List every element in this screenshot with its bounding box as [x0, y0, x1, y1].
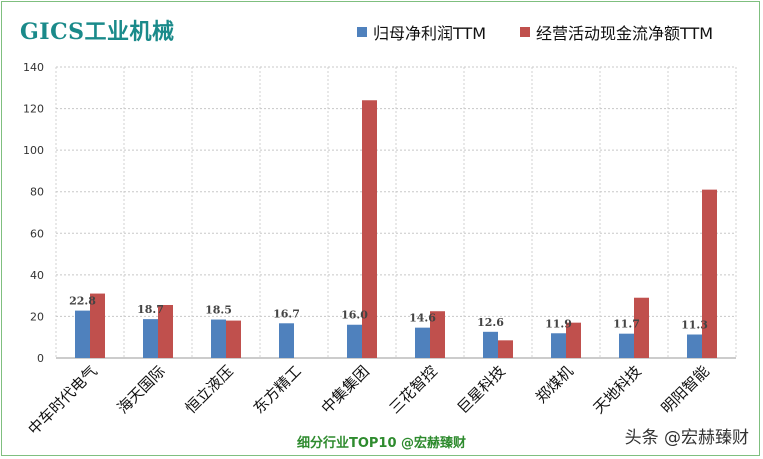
footer-caption: 细分行业TOP10 @宏赫臻财 [296, 436, 467, 451]
bar-net-profit [279, 323, 294, 358]
legend-label-net-profit: 归母净利润TTM [373, 24, 487, 43]
bar-net-profit [483, 331, 498, 358]
data-label-net-profit: 12.6 [477, 316, 504, 329]
bar-net-profit [687, 334, 702, 358]
data-label-net-profit: 18.5 [205, 304, 232, 317]
y-tick-label: 140 [23, 61, 44, 74]
x-tick-label: 郑煤机 [532, 362, 577, 407]
bar-net-profit [75, 310, 90, 358]
x-tick-label: 东方精工 [250, 362, 305, 417]
y-tick-label: 0 [37, 352, 44, 365]
x-tick-label: 中集集团 [318, 362, 373, 417]
data-label-net-profit: 11.9 [545, 317, 572, 330]
data-label-net-profit: 16.7 [273, 307, 300, 320]
legend-swatch-cash-flow [520, 27, 530, 37]
watermark: 头条 @宏赫臻财 [624, 428, 749, 448]
bar-cash-flow [702, 189, 717, 358]
x-tick-label: 明阳智能 [658, 362, 713, 417]
x-tick-label: 天地科技 [590, 362, 645, 417]
legend-item-net-profit: 归母净利润TTM [357, 20, 486, 44]
x-tick-label: 海天国际 [114, 362, 169, 417]
x-tick-label: 巨星科技 [454, 362, 509, 417]
y-tick-label: 120 [23, 103, 44, 116]
data-label-net-profit: 22.8 [69, 295, 96, 308]
data-label-net-profit: 14.6 [409, 312, 436, 325]
y-tick-label: 40 [30, 269, 44, 282]
bar-cash-flow [226, 320, 241, 358]
legend-swatch-net-profit [357, 27, 367, 37]
x-tick-label: 恒立液压 [182, 362, 237, 417]
chart-title: GICS工业机械 [20, 19, 175, 45]
bar-net-profit [619, 333, 634, 358]
bar-cash-flow [158, 304, 173, 358]
bar-net-profit [347, 324, 362, 358]
data-label-net-profit: 11.7 [613, 318, 640, 331]
bar-cash-flow [362, 100, 377, 358]
y-tick-label: 20 [30, 310, 44, 323]
bar-cash-flow [634, 297, 649, 358]
bar-cash-flow [498, 340, 513, 358]
bar-cash-flow [430, 311, 445, 358]
legend-item-cash-flow: 经营活动现金流净额TTM [520, 20, 713, 44]
y-tick-label: 80 [30, 186, 44, 199]
bar-cash-flow [90, 293, 105, 358]
data-label-net-profit: 18.7 [137, 303, 164, 316]
x-tick-label: 中车时代电气 [24, 362, 100, 438]
legend-label-cash-flow: 经营活动现金流净额TTM [536, 24, 714, 43]
y-tick-label: 60 [30, 227, 44, 240]
data-label-net-profit: 16.0 [341, 309, 368, 322]
bar-net-profit [551, 333, 566, 358]
bar-net-profit [415, 327, 430, 358]
data-label-net-profit: 11.3 [681, 319, 708, 332]
bar-cash-flow [566, 322, 581, 358]
bar-net-profit [143, 319, 158, 358]
y-tick-label: 100 [23, 144, 44, 157]
x-tick-label: 三花智控 [386, 362, 441, 417]
bar-net-profit [211, 319, 226, 358]
